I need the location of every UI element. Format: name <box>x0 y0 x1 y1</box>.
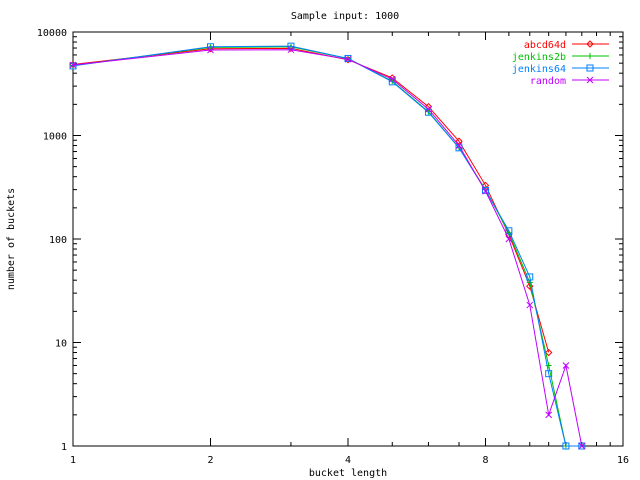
series-line-random <box>72 49 583 447</box>
data-point-abcd64d <box>544 348 553 357</box>
x-axis-label: bucket length <box>309 468 387 479</box>
data-point-jenkins64 <box>578 442 586 450</box>
legend-marker-jenkins64 <box>586 64 594 72</box>
legend-label-abcd64d: abcd64d <box>524 40 566 51</box>
chart-title: Sample input: 1000 <box>291 11 399 22</box>
data-point-jenkins64 <box>505 227 513 235</box>
x-tick-label: 2 <box>207 455 213 466</box>
x-tick-label: 4 <box>345 455 351 466</box>
legend-marker-abcd64d <box>586 40 594 48</box>
data-point-random <box>578 442 586 450</box>
y-tick-label: 100 <box>49 235 67 246</box>
data-point-random <box>526 301 534 309</box>
legend-marker-jenkins2b <box>587 53 593 59</box>
data-point-random <box>505 235 513 243</box>
legend-label-jenkins64: jenkins64 <box>512 64 566 75</box>
y-tick-label: 1000 <box>43 132 67 143</box>
series-line-jenkins2b <box>72 46 567 447</box>
x-tick-label: 16 <box>617 455 629 466</box>
data-point-jenkins64 <box>562 442 570 450</box>
axis-tick-labels: 1 2 4 8 16 1 10 100 1000 10000 <box>37 28 629 466</box>
legend-label-jenkins2b: jenkins2b <box>512 52 566 63</box>
series-jenkins64 <box>69 42 586 450</box>
data-point-jenkins64 <box>545 370 553 378</box>
data-point-jenkins2b <box>526 279 533 286</box>
data-point-random <box>207 46 214 54</box>
y-tick-label: 10000 <box>37 28 67 39</box>
y-axis-label: number of buckets <box>6 188 17 290</box>
data-point-jenkins64 <box>69 62 77 70</box>
series-jenkins2b <box>70 43 569 449</box>
data-point-random <box>482 187 489 195</box>
data-point-jenkins64 <box>526 273 534 281</box>
data-point-random <box>344 55 352 63</box>
series-abcd64d <box>69 44 553 357</box>
data-point-random <box>388 75 396 83</box>
data-point-random <box>455 142 463 149</box>
y-tick-label: 1 <box>61 442 67 453</box>
data-point-jenkins64 <box>482 186 489 194</box>
data-point-abcd64d <box>455 137 463 145</box>
legend-label-random: random <box>530 76 566 87</box>
data-point-random <box>562 362 570 369</box>
data-point-random <box>69 61 77 69</box>
x-tick-label: 1 <box>70 455 76 466</box>
series-line-jenkins64 <box>72 45 582 447</box>
series-line-abcd64d <box>72 47 550 353</box>
series-random <box>69 46 586 450</box>
data-point-random <box>545 411 553 419</box>
data-point-random <box>287 46 295 54</box>
x-tick-label: 8 <box>482 455 488 466</box>
plot-frame <box>72 31 624 447</box>
axis-ticks <box>72 31 624 447</box>
y-tick-label: 10 <box>55 339 67 350</box>
data-point-random <box>425 105 432 113</box>
series-layer <box>69 42 586 450</box>
legend-marker-random <box>586 76 594 84</box>
